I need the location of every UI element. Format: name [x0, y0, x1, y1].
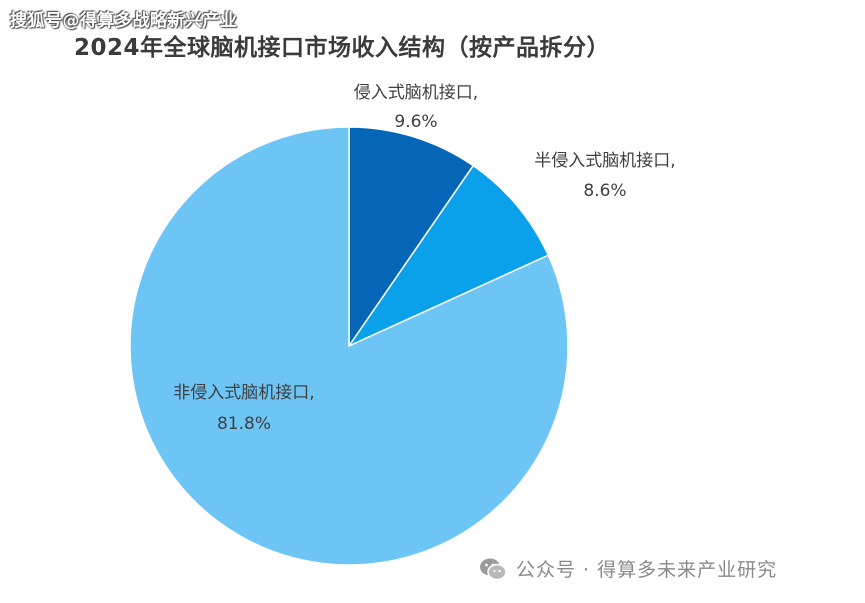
slice-labels: 侵入式脑机接口, 9.6% 半侵入式脑机接口, 8.6% 非侵入式脑机接口, 8…: [173, 83, 675, 434]
wechat-icon: [480, 558, 507, 580]
slice-label-invasive-name: 侵入式脑机接口,: [354, 83, 478, 103]
slice-label-invasive-value: 9.6%: [394, 112, 437, 132]
pie-slices: [129, 126, 569, 566]
slice-label-non-invasive-value: 81.8%: [217, 414, 271, 434]
watermark-bottom-text: 公众号 · 得算多未来产业研究: [516, 559, 778, 581]
watermark-top: 搜狐号@得算多战略新兴产业: [10, 11, 238, 31]
pie-slice-non-invasive: [129, 126, 569, 566]
pie-slice-invasive: [348, 126, 475, 349]
slice-label-semi-invasive-name: 半侵入式脑机接口,: [534, 151, 675, 171]
pie-slice-semi-invasive: [346, 164, 550, 348]
slice-label-semi-invasive-value: 8.6%: [583, 181, 626, 201]
watermark-bottom: 公众号 · 得算多未来产业研究: [478, 555, 777, 582]
slice-label-non-invasive-name: 非侵入式脑机接口,: [173, 383, 314, 403]
chart-title: 2024年全球脑机接口市场收入结构（按产品拆分）: [74, 35, 611, 61]
